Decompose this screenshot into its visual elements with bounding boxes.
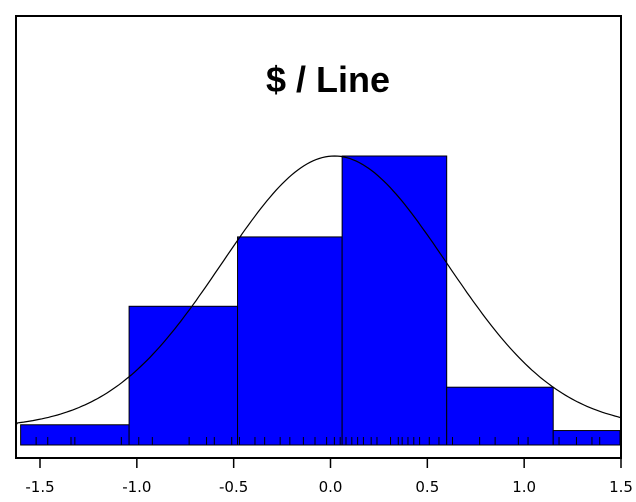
x-tick-label-3: 0.0 [319, 478, 343, 496]
x-tick-label-0: -1.5 [25, 478, 54, 496]
x-tick-label-6: 1.5 [609, 478, 633, 496]
histogram-bar-2 [237, 236, 343, 446]
x-tick-label-4: 0.5 [415, 478, 439, 496]
histogram-bars [20, 155, 621, 446]
rug-marks [35, 437, 601, 445]
histogram-bar-4 [446, 386, 554, 446]
x-tick-label-2: -0.5 [219, 478, 248, 496]
x-tick-label-5: 1.0 [512, 478, 536, 496]
x-axis-tick-labels: -1.5 -1.0 -0.5 0.0 0.5 1.0 1.5 [25, 478, 633, 496]
histogram-bar-5 [552, 430, 621, 446]
x-tick-label-1: -1.0 [122, 478, 151, 496]
histogram-bar-3 [341, 155, 448, 446]
chart-title: $ / Line [266, 59, 390, 100]
histogram-bar-1 [128, 305, 239, 446]
x-axis-ticks [39, 458, 622, 468]
density-curve [16, 155, 621, 425]
